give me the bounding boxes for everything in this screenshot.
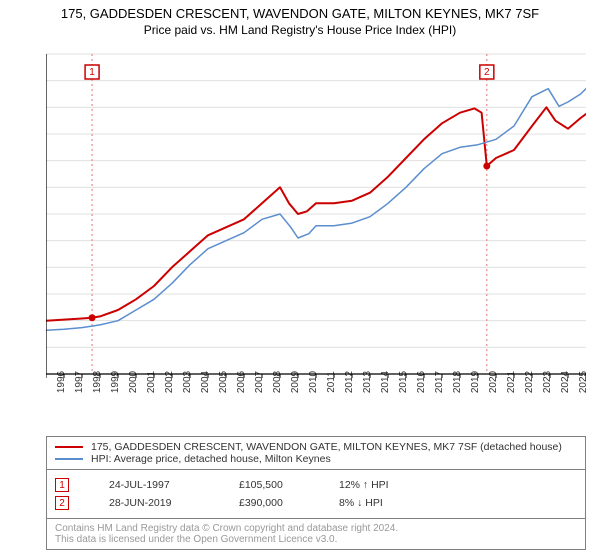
transaction-row: 2 28-JUN-2019£390,0008% ↓ HPI (55, 494, 577, 512)
chart-title: 175, GADDESDEN CRESCENT, WAVENDON GATE, … (0, 0, 600, 21)
legend-label: HPI: Average price, detached house, Milt… (91, 453, 331, 465)
transaction-pct: 12% ↑ HPI (339, 479, 389, 491)
transaction-price: £390,000 (239, 497, 339, 509)
legend-swatch (55, 446, 83, 448)
bottom-panel: 175, GADDESDEN CRESCENT, WAVENDON GATE, … (46, 436, 586, 550)
svg-text:2: 2 (484, 67, 490, 78)
legend: 175, GADDESDEN CRESCENT, WAVENDON GATE, … (47, 437, 585, 470)
chart-area: 12 £0£50K£100K£150K£200K£250K£300K£350K£… (46, 50, 586, 396)
footer-line-1: Contains HM Land Registry data © Crown c… (55, 523, 577, 534)
transaction-date: 28-JUN-2019 (109, 497, 239, 509)
transaction-price: £105,500 (239, 479, 339, 491)
chart-subtitle: Price paid vs. HM Land Registry's House … (0, 21, 600, 37)
transaction-date: 24-JUL-1997 (109, 479, 239, 491)
footer-line-2: This data is licensed under the Open Gov… (55, 534, 577, 545)
transaction-row: 1 24-JUL-1997£105,50012% ↑ HPI (55, 476, 577, 494)
legend-swatch (55, 458, 83, 460)
svg-text:1: 1 (89, 67, 95, 78)
transaction-marker: 2 (55, 496, 69, 510)
transaction-pct: 8% ↓ HPI (339, 497, 383, 509)
legend-row: HPI: Average price, detached house, Milt… (55, 453, 577, 465)
legend-row: 175, GADDESDEN CRESCENT, WAVENDON GATE, … (55, 441, 577, 453)
chart-svg: 12 £0£50K£100K£150K£200K£250K£300K£350K£… (46, 50, 586, 396)
legend-label: 175, GADDESDEN CRESCENT, WAVENDON GATE, … (91, 441, 562, 453)
transactions-table: 1 24-JUL-1997£105,50012% ↑ HPI 2 28-JUN-201… (47, 470, 585, 518)
transaction-marker: 1 (55, 478, 69, 492)
footer: Contains HM Land Registry data © Crown c… (47, 518, 585, 549)
